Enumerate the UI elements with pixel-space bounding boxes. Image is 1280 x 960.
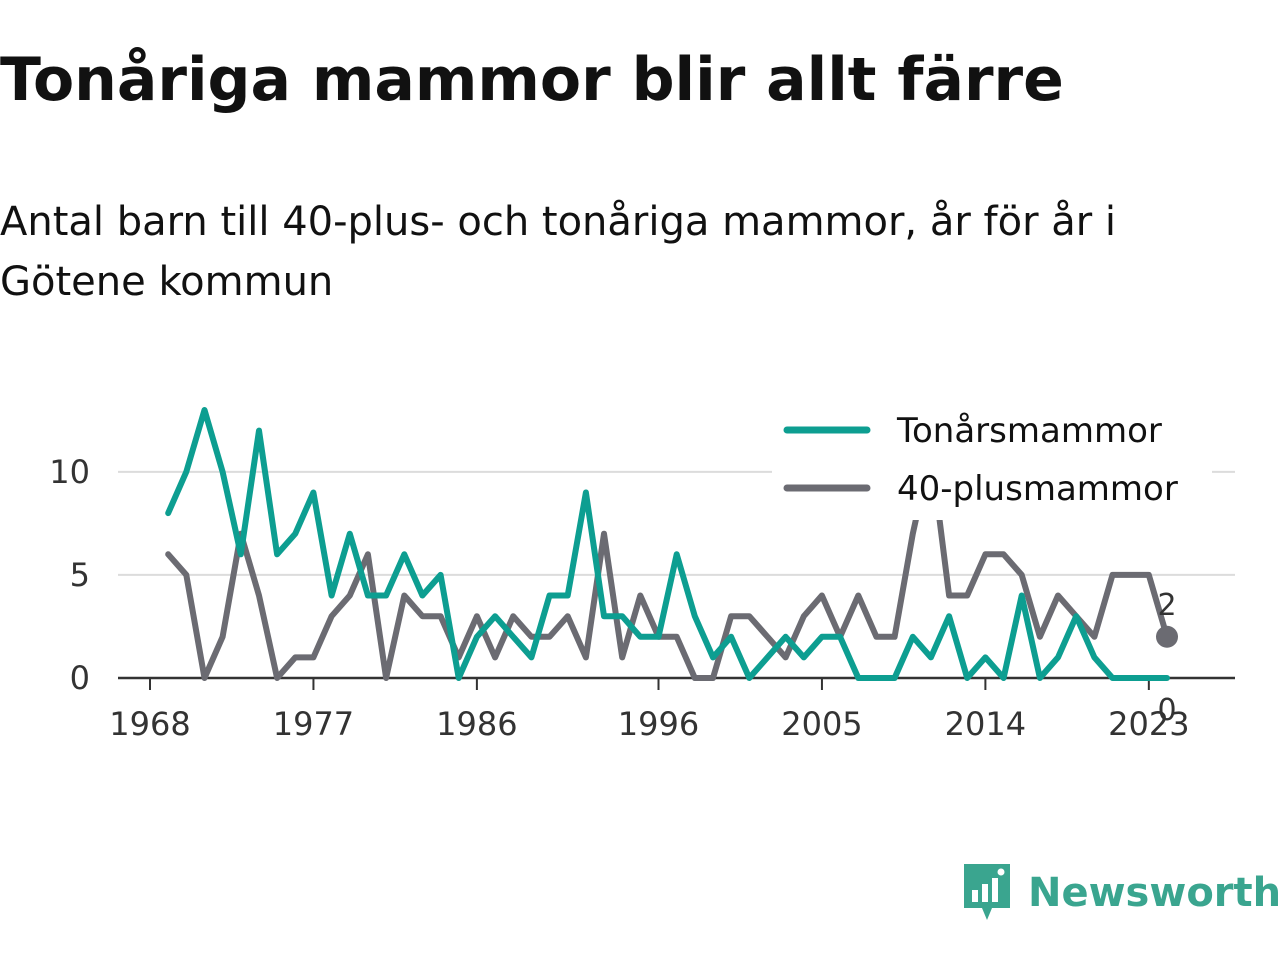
end-labels: 20 <box>1156 588 1178 728</box>
brand-logo: Newsworthy <box>962 860 1280 926</box>
line-chart: 1968 1977 1986 1996 2005 2014 2023 0 5 10 Tonårs… <box>49 406 1235 743</box>
bar-chart-speech-bubble-icon <box>964 864 1010 920</box>
legend-background <box>772 406 1212 520</box>
x-tick-label: 1986 <box>436 705 517 743</box>
y-tick-label: 10 <box>49 453 90 491</box>
x-tick-label: 2023 <box>1108 705 1189 743</box>
series-lines <box>165 407 1170 681</box>
legend-label: Tonårsmammor <box>896 411 1162 451</box>
x-axis: 1968 1977 1986 1996 2005 2014 2023 <box>109 676 1235 743</box>
end-marker <box>1156 625 1178 648</box>
series-line-40-plusmammor <box>165 448 1170 681</box>
x-tick-label: 1977 <box>273 705 354 743</box>
chart-subtitle: Antal barn till 40-plus- och tonåriga ma… <box>0 199 1117 305</box>
x-tick-label: 2005 <box>781 705 862 743</box>
x-tick-label: 1996 <box>618 705 699 743</box>
brand-name: Newsworthy <box>1028 870 1280 916</box>
y-tick-label: 0 <box>70 659 90 697</box>
y-tick-label: 5 <box>70 556 90 594</box>
x-tick-label: 1968 <box>109 705 190 743</box>
y-axis: 0 5 10 <box>49 453 90 697</box>
series-line-tonårsmammor <box>165 407 1170 681</box>
end-label: 0 <box>1157 693 1176 728</box>
chart-title: Tonåriga mammor blir allt färre <box>0 45 1064 115</box>
end-label: 2 <box>1157 588 1176 623</box>
legend: Tonårsmammor 40-plusmammor <box>772 406 1212 520</box>
legend-label: 40-plusmammor <box>897 469 1178 509</box>
x-tick-label: 2014 <box>945 705 1026 743</box>
